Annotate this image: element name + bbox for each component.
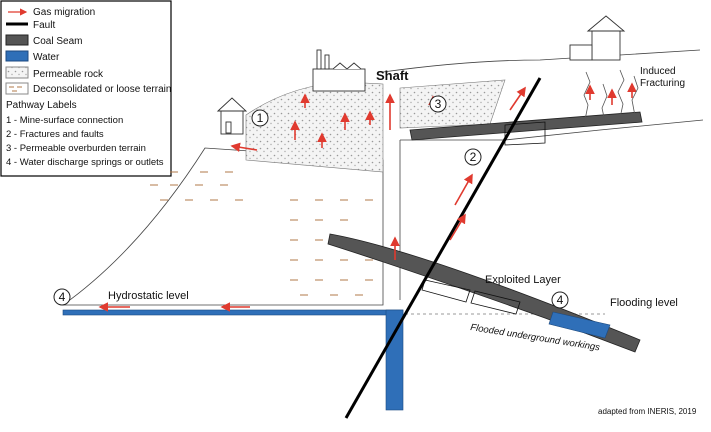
legend-label-water: Water bbox=[33, 52, 60, 63]
legend-label-coal: Coal Seam bbox=[33, 36, 82, 47]
pathway-4: 4 - Water discharge springs or outlets bbox=[6, 157, 164, 168]
pathway-2: 2 - Fractures and faults bbox=[6, 129, 104, 140]
markers: 1 2 3 4 4 bbox=[53, 95, 569, 309]
gas-arrows bbox=[98, 82, 637, 312]
marker-2: 2 bbox=[470, 150, 477, 164]
label-hydrostatic: Hydrostatic level bbox=[108, 290, 189, 302]
legend-label-loose: Deconsolidated or loose terrain bbox=[33, 84, 171, 95]
house-right-icon bbox=[569, 15, 626, 61]
marker-4-left: 4 bbox=[59, 290, 66, 304]
coal-seam-icon bbox=[5, 34, 29, 46]
permeable-rock-icon bbox=[5, 66, 29, 79]
legend-label-permeable: Permeable rock bbox=[33, 69, 104, 80]
label-shaft: Shaft bbox=[376, 68, 409, 83]
pathway-title: Pathway Labels bbox=[6, 100, 77, 111]
legend: Gas migration Fault Coal Seam Water Perm… bbox=[0, 0, 172, 177]
marker-4-right: 4 bbox=[557, 293, 564, 307]
legend-label-gas: Gas migration bbox=[33, 7, 95, 18]
label-fracturing: Fracturing bbox=[640, 78, 685, 89]
water-icon bbox=[5, 50, 29, 62]
house-left-icon bbox=[216, 97, 248, 135]
permeable-rock-right bbox=[399, 79, 506, 129]
factory-icon bbox=[312, 49, 366, 92]
marker-3: 3 bbox=[435, 97, 442, 111]
label-flooding: Flooding level bbox=[610, 297, 678, 309]
pathway-1: 1 - Mine-surface connection bbox=[6, 115, 123, 126]
credit-text: adapted from INERIS, 2019 bbox=[598, 407, 697, 416]
label-exploited: Exploited Layer bbox=[485, 274, 561, 286]
pathway-3: 3 - Permeable overburden terrain bbox=[6, 143, 146, 154]
induced-fracture-cracks bbox=[583, 69, 639, 123]
flooded-workings bbox=[548, 311, 611, 339]
water bbox=[62, 309, 404, 411]
loose-terrain-hatch bbox=[150, 171, 373, 296]
fault-line bbox=[344, 77, 542, 419]
loose-terrain-icon bbox=[5, 82, 29, 95]
terrain bbox=[61, 49, 704, 306]
marker-1: 1 bbox=[257, 111, 264, 125]
permeable-rock-left bbox=[245, 81, 384, 173]
legend-label-fault: Fault bbox=[33, 20, 55, 31]
label-induced: Induced bbox=[640, 66, 676, 77]
